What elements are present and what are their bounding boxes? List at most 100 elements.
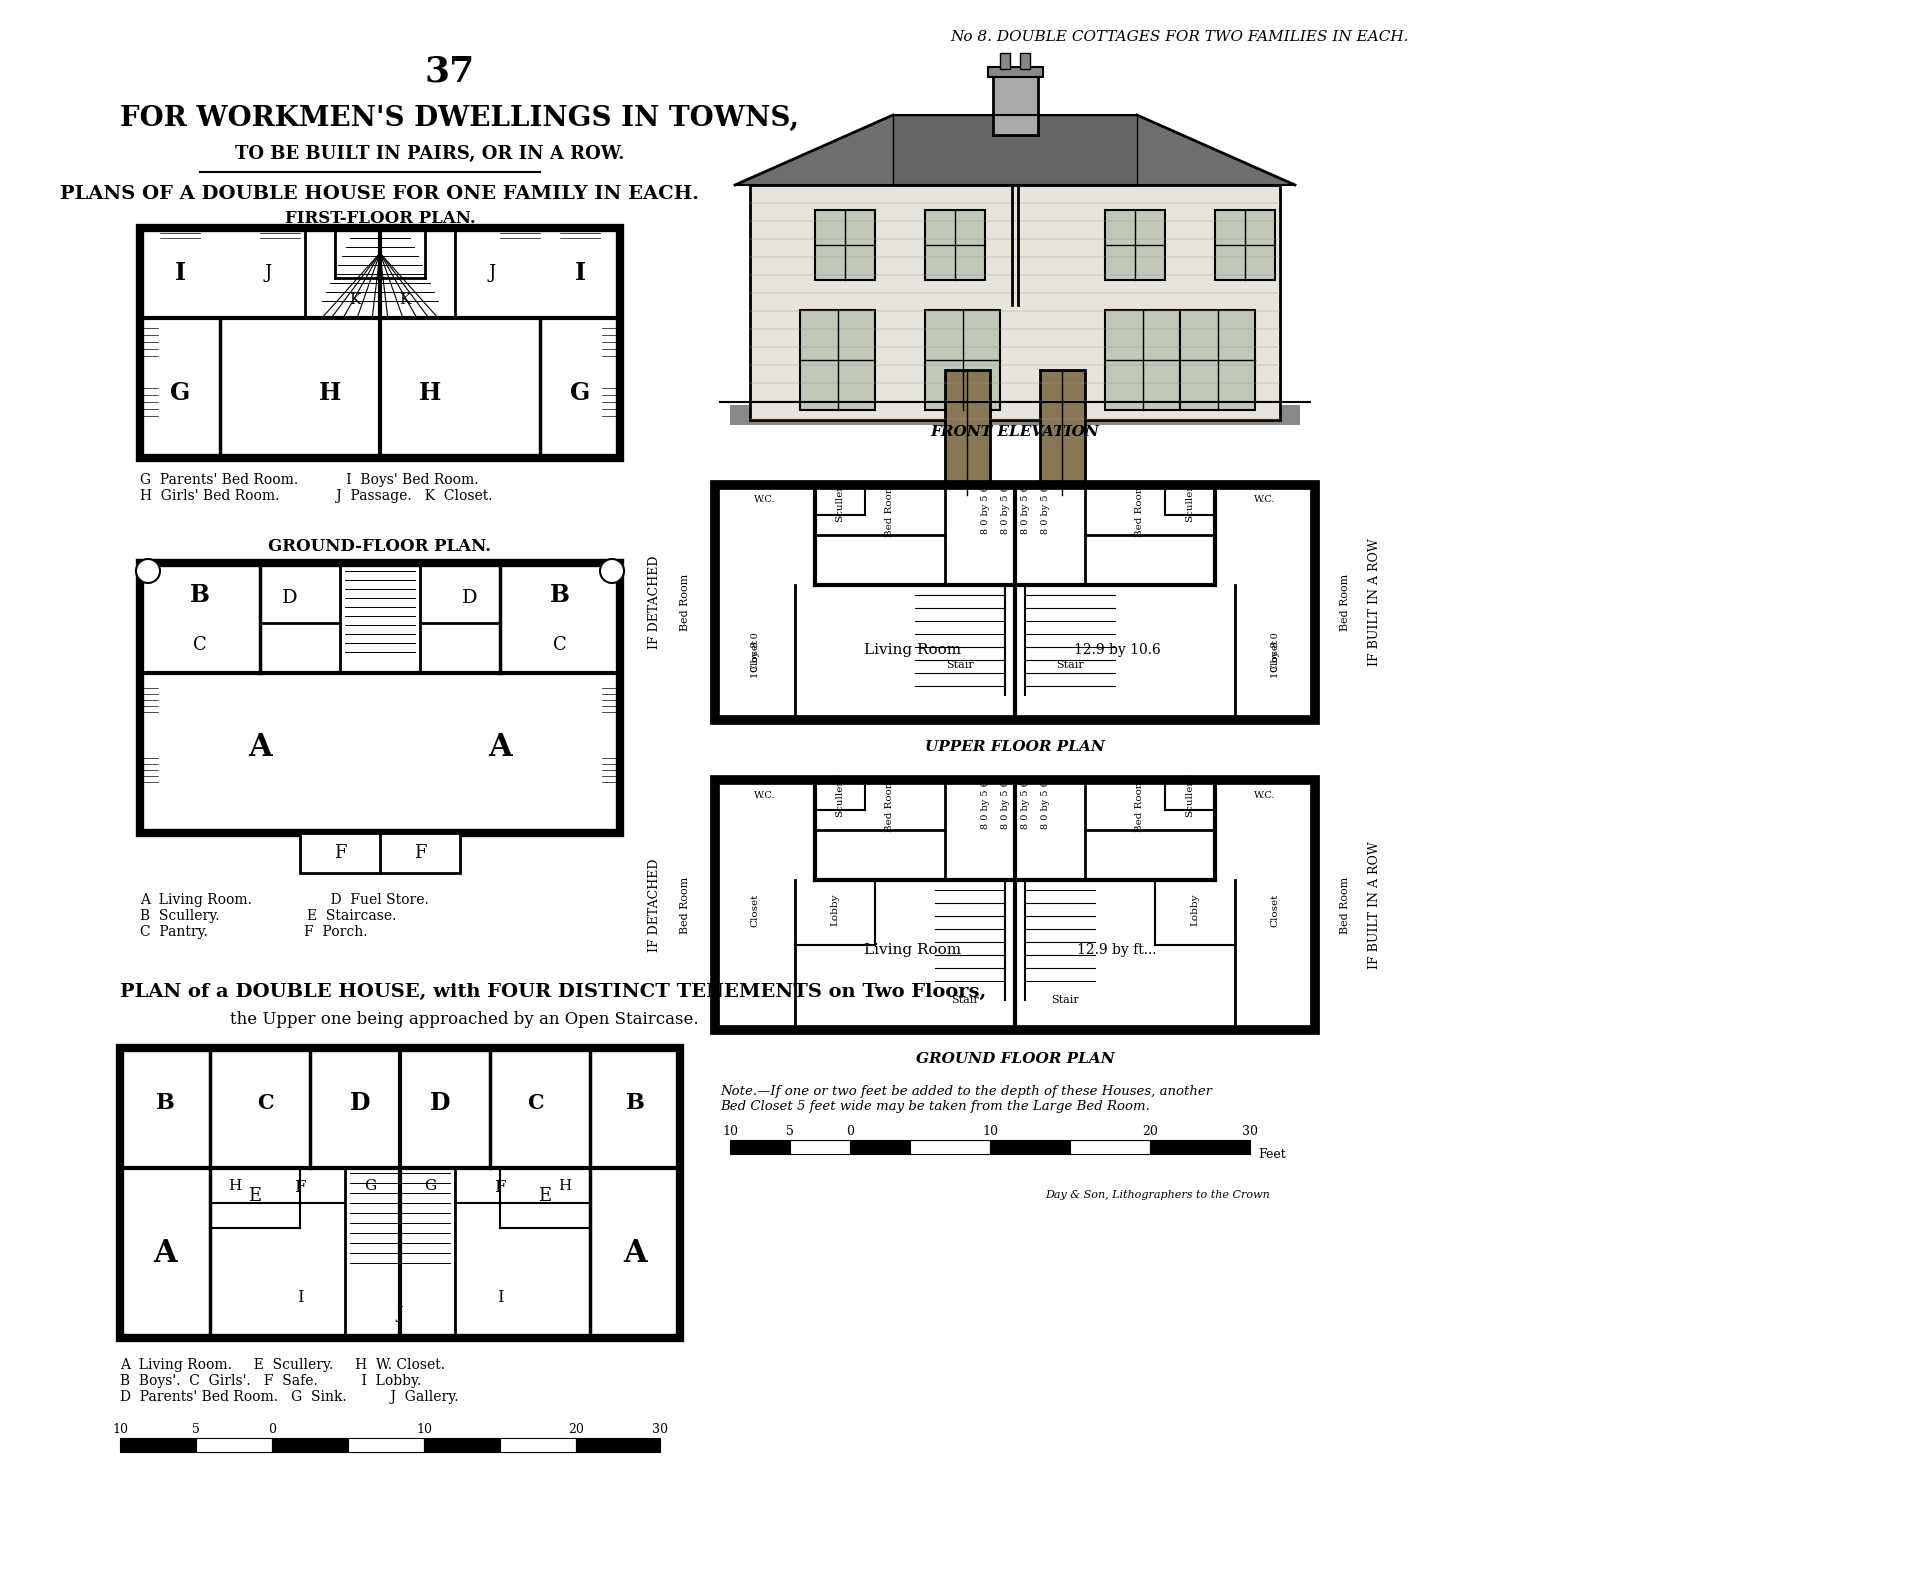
Text: FOR WORKMEN'S DWELLINGS IN TOWNS,: FOR WORKMEN'S DWELLINGS IN TOWNS,	[119, 104, 799, 131]
Text: B: B	[626, 1092, 645, 1114]
Text: F: F	[413, 845, 426, 862]
Text: H: H	[228, 1179, 242, 1193]
Bar	[945, 370, 991, 495]
Bar	[1106, 210, 1165, 280]
Bar	[576, 1438, 660, 1452]
Bar	[730, 1141, 789, 1153]
Text: D: D	[463, 589, 478, 607]
Text: Closet: Closet	[751, 894, 760, 927]
Text: J: J	[397, 1305, 403, 1321]
Text: I: I	[497, 1289, 503, 1307]
Text: A: A	[248, 732, 273, 764]
Text: H: H	[419, 381, 442, 405]
Bar	[273, 1438, 348, 1452]
Text: Stair: Stair	[1056, 660, 1085, 671]
Text: C: C	[194, 636, 207, 653]
Text: B: B	[156, 1092, 175, 1114]
Text: A: A	[624, 1237, 647, 1269]
Text: Bed Room: Bed Room	[1135, 778, 1144, 832]
Text: F: F	[334, 845, 346, 862]
Bar	[196, 1438, 273, 1452]
Circle shape	[599, 558, 624, 584]
Text: 30: 30	[1242, 1125, 1258, 1137]
Text: G: G	[570, 381, 589, 405]
Text: F: F	[294, 1180, 305, 1196]
Text: Stair: Stair	[950, 995, 979, 1005]
Text: Note.—If one or two feet be added to the depth of these Houses, another
Bed Clos: Note.—If one or two feet be added to the…	[720, 1085, 1212, 1114]
Text: FRONT ELEVATION: FRONT ELEVATION	[931, 426, 1100, 438]
Text: E: E	[538, 1186, 551, 1205]
Text: F: F	[493, 1180, 505, 1196]
Text: G: G	[169, 381, 190, 405]
Text: Bed Room: Bed Room	[885, 778, 895, 832]
Text: IF DETACHED: IF DETACHED	[649, 859, 662, 952]
Text: 8 0 by 5 6: 8 0 by 5 6	[1000, 780, 1010, 829]
Text: GROUND-FLOOR PLAN.: GROUND-FLOOR PLAN.	[269, 538, 492, 555]
Text: Closet: Closet	[1271, 894, 1279, 927]
Text: C: C	[553, 636, 566, 653]
Text: 8 0 by 5 6: 8 0 by 5 6	[1041, 486, 1050, 535]
Text: Scullery: Scullery	[1185, 774, 1194, 816]
Text: A  Living Room.                  D  Fuel Store.
B  Scullery.                    : A Living Room. D Fuel Store. B Scullery.	[140, 892, 428, 940]
Text: W.C.: W.C.	[1254, 791, 1275, 799]
Text: Scullery: Scullery	[835, 478, 845, 522]
Bar	[789, 1141, 851, 1153]
Text: 12.9 by ft...: 12.9 by ft...	[1077, 943, 1156, 957]
Bar	[1020, 54, 1029, 70]
Text: FIRST-FLOOR PLAN.: FIRST-FLOOR PLAN.	[284, 210, 476, 226]
Text: 30: 30	[653, 1422, 668, 1436]
Text: 10: 10	[722, 1125, 737, 1137]
Text: G  Parents' Bed Room.           I  Boys' Bed Room.
H  Girls' Bed Room.          : G Parents' Bed Room. I Boys' Bed Room. H…	[140, 473, 493, 503]
Text: K: K	[349, 293, 361, 307]
Text: 20: 20	[568, 1422, 584, 1436]
Polygon shape	[735, 115, 893, 185]
Text: Bed Room: Bed Room	[1135, 483, 1144, 536]
Bar	[1181, 310, 1256, 410]
Text: PLAN of a DOUBLE HOUSE, with FOUR DISTINCT TENEMENTS on Two Floors,: PLAN of a DOUBLE HOUSE, with FOUR DISTIN…	[119, 982, 987, 1001]
Text: Closet: Closet	[751, 638, 760, 672]
Text: GROUND FLOOR PLAN: GROUND FLOOR PLAN	[916, 1052, 1114, 1066]
Bar	[1000, 54, 1010, 70]
Bar	[993, 74, 1037, 134]
Text: Living Room: Living Room	[864, 642, 962, 657]
Bar	[499, 1438, 576, 1452]
Text: 8 0 by 5 6: 8 0 by 5 6	[1021, 486, 1029, 535]
Text: D: D	[349, 1092, 371, 1115]
Text: 37: 37	[424, 55, 474, 89]
Text: G: G	[424, 1179, 436, 1193]
Text: H: H	[559, 1179, 572, 1193]
Text: 0: 0	[847, 1125, 854, 1137]
Text: B: B	[549, 584, 570, 607]
Text: A  Living Room.     E  Scullery.     H  W. Closet.
B  Boys'.  C  Girls'.   F  Sa: A Living Room. E Scullery. H W. Closet. …	[119, 1357, 459, 1405]
Bar	[991, 1141, 1069, 1153]
Text: 10 by 8 0: 10 by 8 0	[751, 633, 760, 677]
Text: J: J	[488, 264, 495, 282]
Text: 10: 10	[111, 1422, 129, 1436]
Text: 10: 10	[981, 1125, 998, 1137]
Text: IF BUILT IN A ROW: IF BUILT IN A ROW	[1369, 538, 1382, 666]
Circle shape	[136, 558, 159, 584]
Bar	[751, 185, 1281, 419]
Text: C: C	[257, 1093, 273, 1114]
Bar	[300, 834, 461, 873]
Bar	[801, 310, 876, 410]
Bar	[119, 1047, 680, 1338]
Text: I: I	[298, 1289, 303, 1307]
Text: PLANS OF A DOUBLE HOUSE FOR ONE FAMILY IN EACH.: PLANS OF A DOUBLE HOUSE FOR ONE FAMILY I…	[61, 185, 699, 202]
Text: Scullery: Scullery	[835, 774, 845, 816]
Text: Bed Room: Bed Room	[1340, 876, 1350, 933]
Text: Closet: Closet	[1271, 638, 1279, 672]
Bar	[140, 563, 620, 834]
Text: Lobby: Lobby	[831, 894, 839, 925]
Text: H: H	[319, 381, 342, 405]
Text: Feet: Feet	[1258, 1147, 1286, 1161]
Bar	[910, 1141, 991, 1153]
Text: W.C.: W.C.	[755, 495, 776, 505]
Bar	[851, 1141, 910, 1153]
Text: 20: 20	[1142, 1125, 1158, 1137]
Bar	[119, 1438, 196, 1452]
Text: 0: 0	[269, 1422, 276, 1436]
Bar	[925, 310, 1000, 410]
Bar	[1150, 1141, 1250, 1153]
Text: Scullery: Scullery	[1185, 478, 1194, 522]
